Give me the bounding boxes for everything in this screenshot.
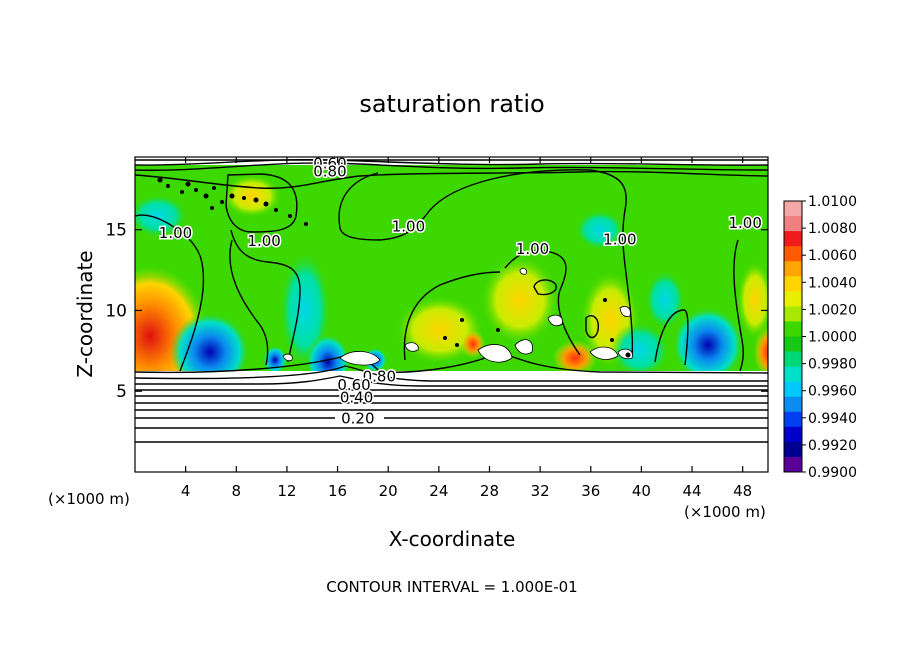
- y-axis-label: Z-coordinate: [73, 250, 97, 377]
- contour-label: 1.00: [392, 217, 425, 235]
- contour-label: 0.20: [341, 410, 374, 428]
- contour-label: 0.60: [313, 154, 346, 172]
- colorbar-label: 1.0060: [808, 248, 857, 264]
- cell-cold-1: [170, 312, 250, 371]
- colorbar-label: 0.9960: [808, 384, 857, 400]
- contour-1.00-plume-b: [229, 239, 269, 366]
- contour-1.00-left: [135, 214, 205, 372]
- colorbar: 1.0100 1.0080 1.0060 1.0040 1.0020 1.0000 0.99…: [783, 194, 857, 481]
- contour-top-0.80: [135, 162, 768, 171]
- colorbar-swatch: [784, 246, 802, 262]
- colorbar-swatch: [784, 381, 802, 398]
- cell-cold-4: [263, 346, 287, 371]
- colorbar-swatch: [784, 276, 802, 292]
- y-tick-label: 10: [105, 301, 127, 321]
- cell-cyan-4: [645, 270, 685, 330]
- x-tick-label: 20: [379, 482, 398, 500]
- contour-labels: 0.600.801.00 1.001.001.001.001.000.800.60…: [157, 154, 763, 429]
- colorbar-swatch: [784, 396, 802, 413]
- contour-1.00-plume-a: [230, 229, 301, 363]
- colorbar-swatch: [784, 201, 802, 217]
- colorbar-swatch: [784, 441, 802, 458]
- contour-lines: [135, 158, 768, 443]
- colorbar-swatch: [784, 261, 802, 277]
- y-axis: 5 10 15: [105, 221, 768, 402]
- colorbar-label: 1.0080: [808, 221, 857, 237]
- colorbar-swatch: [784, 456, 802, 473]
- x-tick-label: 32: [531, 482, 550, 500]
- contour-1.00-up: [403, 271, 501, 361]
- colorbar-swatch: [784, 351, 802, 368]
- contour-1.00-small: [533, 279, 557, 296]
- contour-label: 1.00: [729, 214, 762, 232]
- cell-yellow-3: [480, 255, 560, 345]
- contour-label: 0.80: [363, 368, 396, 386]
- x-unit-left: (×1000 m): [48, 490, 130, 508]
- colorbar-label: 1.0100: [808, 194, 857, 210]
- colorbar-swatch: [784, 366, 802, 383]
- colorbar-swatch: [784, 306, 802, 322]
- contour-label: 1.00: [603, 230, 636, 248]
- x-tick-label: 48: [733, 482, 752, 500]
- cloud-edges: [282, 267, 633, 366]
- contour-label: 1.00: [247, 232, 280, 250]
- x-tick-label: 8: [232, 482, 242, 500]
- contour-1.00-big-top: [338, 169, 634, 356]
- y-tick-label: 5: [116, 382, 127, 402]
- x-axis-label: X-coordinate: [389, 527, 516, 551]
- contour-label: 1.00: [159, 224, 192, 242]
- contour-1.00-right-3: [585, 314, 600, 339]
- cell-cyan-5: [575, 210, 625, 250]
- contour-1.00-cell-a: [225, 173, 298, 233]
- cloud-top-specks: [157, 177, 631, 358]
- x-tick-label: 16: [328, 482, 347, 500]
- x-tick-label: 4: [181, 482, 191, 500]
- contour-top-0.60: [135, 158, 768, 166]
- x-tick-label: 24: [429, 482, 448, 500]
- contour-label: 1.00: [516, 240, 549, 258]
- x-tick-label: 44: [682, 482, 701, 500]
- colorbar-label: 1.0020: [808, 302, 857, 318]
- colorbar-label: 0.9920: [808, 438, 857, 454]
- contour-label: 0.80: [313, 163, 346, 181]
- colorbar-swatch: [784, 291, 802, 307]
- colorbar-label: 0.9940: [808, 411, 857, 427]
- colorbar-label: 0.9980: [808, 357, 857, 373]
- plot-frame: [134, 156, 769, 473]
- contour-label: 0.40: [340, 389, 373, 407]
- y-tick-label: 15: [105, 221, 127, 241]
- x-tick-label: 28: [480, 482, 499, 500]
- colorbar-swatch: [784, 321, 802, 337]
- colorbar-swatch: [784, 426, 802, 443]
- colorbar-label: 1.0000: [808, 330, 857, 346]
- colorbar-swatch: [784, 411, 802, 428]
- colorbar-label: 0.9900: [808, 465, 857, 481]
- chart-title: saturation ratio: [359, 90, 544, 118]
- cell-cold-3: [672, 307, 744, 371]
- cell-yellow-5: [737, 260, 768, 340]
- colorbar-swatch: [784, 216, 802, 232]
- cell-red-1: [553, 340, 597, 371]
- x-tick-label: 36: [581, 482, 600, 500]
- contour-1.00-right: [654, 309, 689, 366]
- colorbar-swatch: [784, 231, 802, 247]
- x-tick-label: 40: [632, 482, 651, 500]
- x-axis: 4 8 12 16 20 24 28 32 36 40 44 48: [181, 157, 752, 500]
- x-tick-label: 12: [277, 482, 296, 500]
- contour-label: 0.60: [337, 376, 370, 394]
- contour-0.80-base: [135, 351, 768, 374]
- contour-interval-footer: CONTOUR INTERVAL = 1.000E-01: [326, 578, 577, 596]
- plot-field: 0.600.801.00 1.001.001.001.001.000.800.60…: [135, 154, 768, 472]
- cell-yellow-1: [222, 174, 282, 218]
- colorbar-label: 1.0040: [808, 275, 857, 291]
- x-unit-right: (×1000 m): [684, 503, 766, 521]
- colorbar-swatch: [784, 336, 802, 353]
- cell-cyan-3: [610, 322, 670, 371]
- contour-1.00-right-2: [733, 239, 744, 372]
